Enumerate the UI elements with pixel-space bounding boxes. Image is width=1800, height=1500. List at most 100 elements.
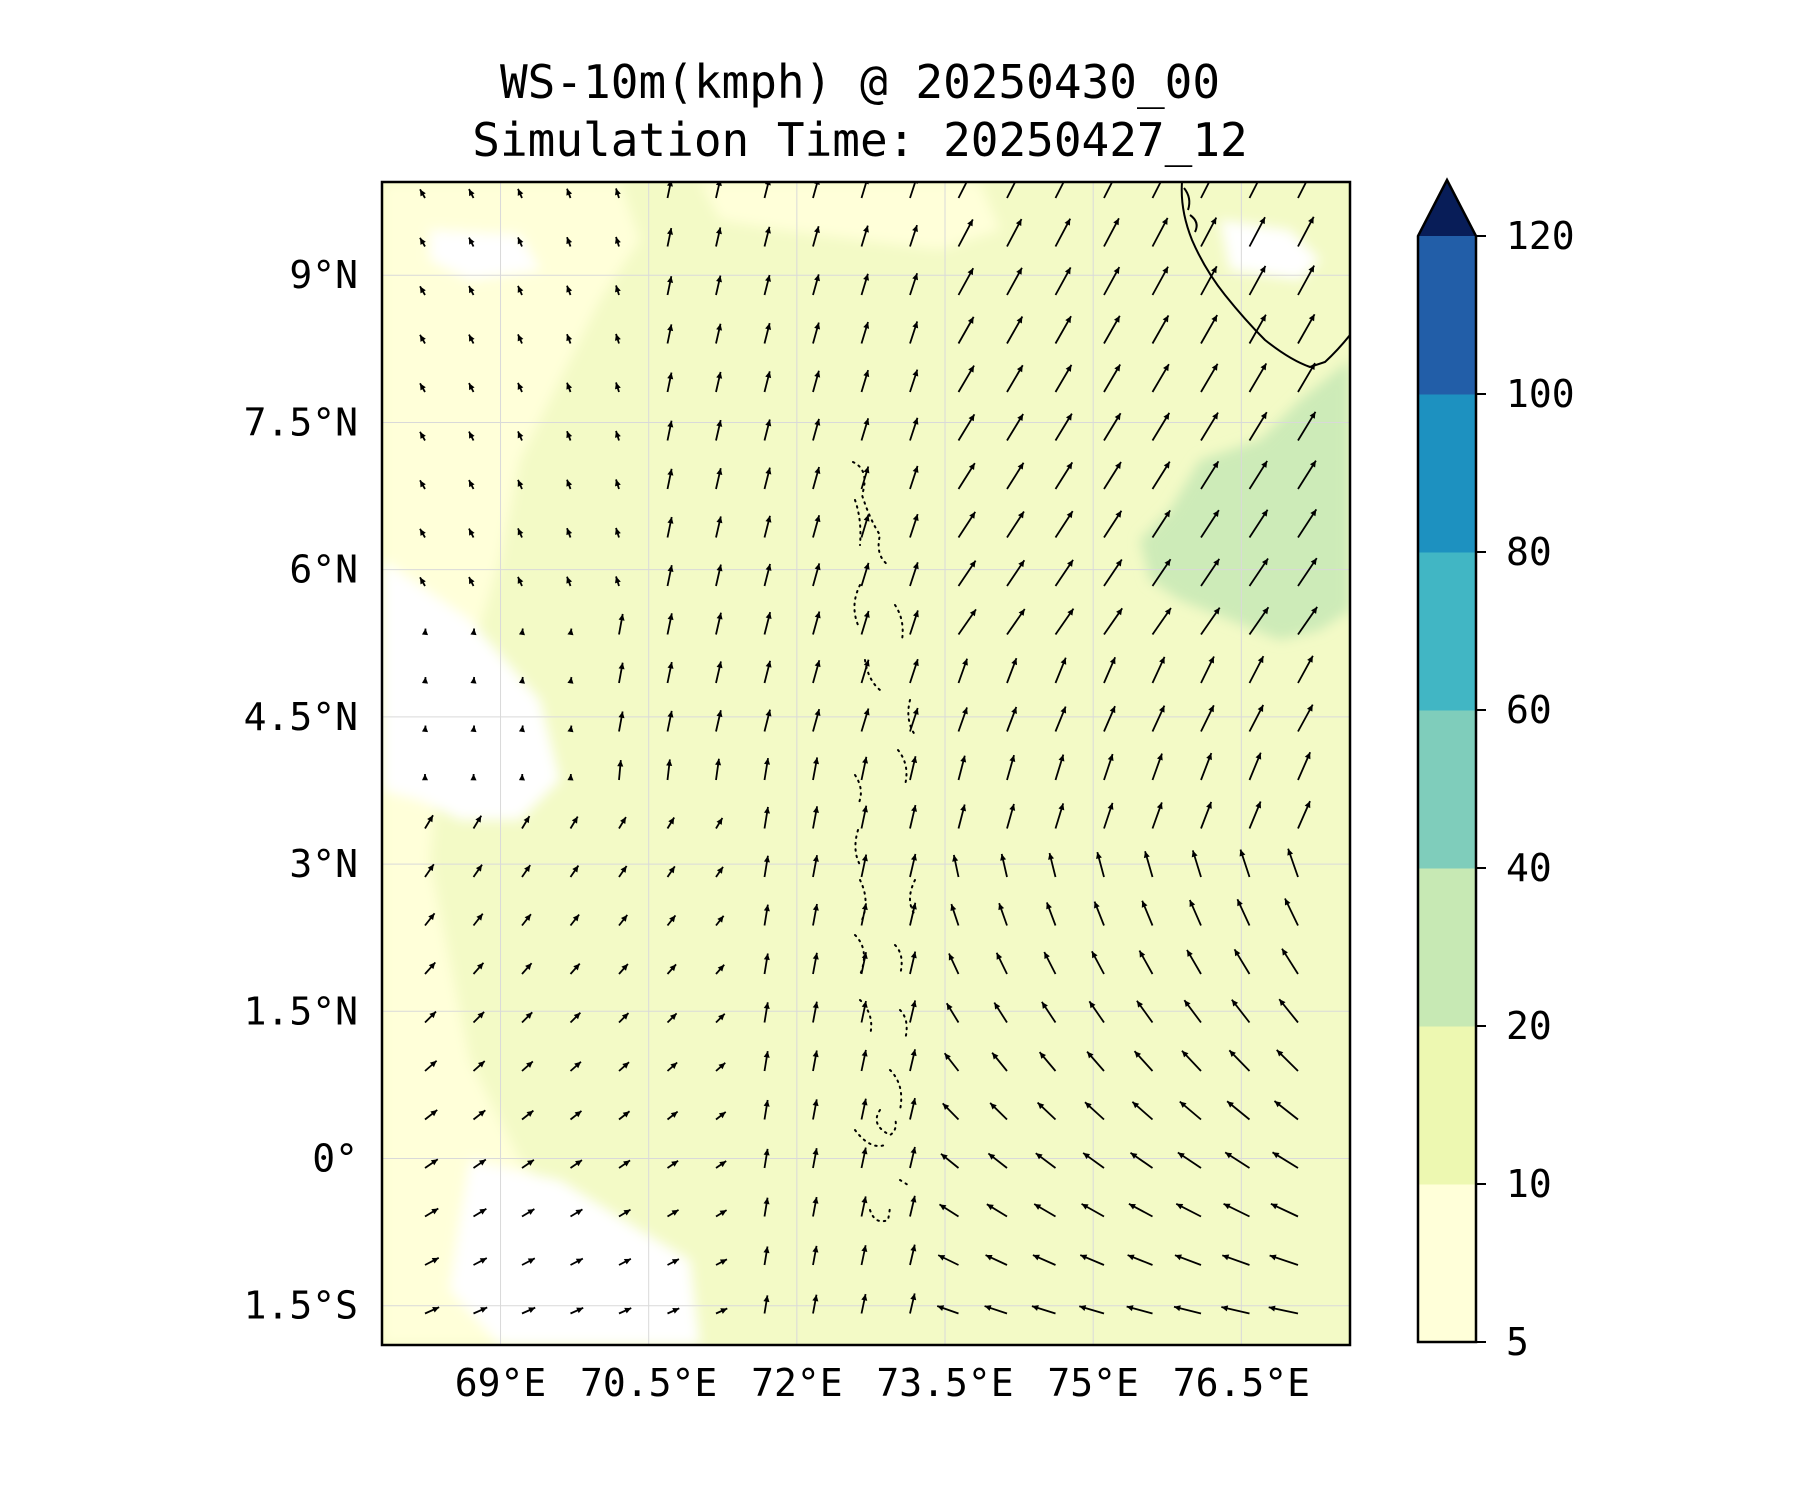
wind-arrow xyxy=(957,182,968,199)
wind-arrow xyxy=(1239,849,1251,878)
wind-arrow xyxy=(421,774,429,781)
wind-arrow xyxy=(614,430,621,441)
wind-arrow xyxy=(517,236,524,247)
wind-arrow xyxy=(570,1208,583,1218)
wind-arrow xyxy=(1054,559,1074,587)
wind-arrow xyxy=(987,1152,1008,1169)
wind-arrow xyxy=(860,659,870,684)
wind-arrow xyxy=(666,1012,678,1024)
wind-arrow xyxy=(940,1153,960,1169)
wind-arrow xyxy=(763,904,770,926)
wind-arrow xyxy=(1281,948,1299,975)
wind-arrow xyxy=(1276,1049,1299,1072)
wind-arrow xyxy=(567,773,574,781)
wind-arrow xyxy=(424,912,436,927)
wind-arrow xyxy=(1297,460,1317,490)
wind-arrow xyxy=(860,952,868,975)
wind-arrow xyxy=(666,516,674,538)
wind-arrow xyxy=(618,914,628,927)
wind-arrow xyxy=(1248,216,1266,247)
wind-arrow xyxy=(1031,1305,1056,1315)
map-plot-area xyxy=(382,182,1350,1345)
lon-tick-label: 70.5°E xyxy=(580,1361,717,1405)
wind-arrow xyxy=(421,676,429,684)
wind-arrow xyxy=(569,1012,582,1024)
wind-arrow xyxy=(666,710,674,732)
wind-arrow xyxy=(614,527,621,538)
map-frame xyxy=(380,180,1352,1347)
wind-arrow xyxy=(666,865,676,878)
wind-arrow xyxy=(1297,704,1314,732)
wind-arrow xyxy=(468,528,475,538)
wind-arrow xyxy=(521,815,531,829)
wind-arrow xyxy=(566,527,573,538)
wind-arrow xyxy=(517,479,524,490)
wind-arrow xyxy=(566,236,573,247)
wind-arrow xyxy=(1200,558,1221,587)
wind-arrow xyxy=(517,576,524,587)
wind-arrow xyxy=(472,1158,487,1169)
wind-arrow xyxy=(812,563,821,587)
wind-arrow xyxy=(1231,999,1251,1024)
wind-arrow xyxy=(812,806,819,829)
wind-arrow xyxy=(715,1013,726,1024)
field-below-5-northwest xyxy=(430,230,540,280)
wind-arrow xyxy=(1287,848,1299,878)
wind-arrow xyxy=(614,285,621,296)
wind-arrow xyxy=(860,708,870,732)
wind-arrow xyxy=(715,516,723,538)
wind-arrow xyxy=(1297,751,1311,781)
wind-arrow xyxy=(618,1012,630,1024)
lat-tick-label: 1.5°S xyxy=(244,1284,358,1328)
wind-arrow xyxy=(618,1159,631,1169)
wind-arrow xyxy=(909,272,919,296)
wind-arrow xyxy=(1033,1203,1056,1218)
wind-arrow xyxy=(473,1208,487,1218)
wind-arrow xyxy=(812,952,819,975)
wind-arrow xyxy=(1200,363,1219,393)
wind-arrow xyxy=(1151,461,1171,490)
wind-arrow xyxy=(1297,655,1314,684)
wind-arrow xyxy=(909,417,919,441)
colorbar-tick-label: 10 xyxy=(1506,1162,1552,1206)
wind-arrow xyxy=(763,611,772,635)
wind-arrow xyxy=(763,1051,770,1072)
wind-arrow xyxy=(763,322,772,344)
wind-arrow xyxy=(763,1002,770,1023)
wind-arrow xyxy=(1103,364,1121,393)
lon-tick-label: 76.5°E xyxy=(1173,1361,1310,1405)
wind-arrow xyxy=(937,1254,959,1266)
wind-arrow xyxy=(517,188,524,199)
wind-arrow xyxy=(763,1148,770,1169)
wind-arrow xyxy=(957,413,976,441)
wind-arrow xyxy=(1221,1254,1250,1266)
wind-arrow xyxy=(614,188,621,199)
wind-arrow xyxy=(1236,898,1251,926)
wind-arrow xyxy=(1054,266,1072,296)
wind-arrow xyxy=(1088,1000,1105,1024)
wind-arrow xyxy=(812,370,821,393)
wind-arrow xyxy=(614,479,621,490)
wind-arrow xyxy=(1054,461,1074,490)
lon-tick-label: 72°E xyxy=(751,1361,843,1405)
wind-arrow xyxy=(957,511,976,538)
wind-arrow xyxy=(566,430,573,441)
wind-arrow xyxy=(1200,182,1211,199)
wind-arrow xyxy=(1103,217,1120,247)
wind-arrow xyxy=(666,759,673,781)
lat-tick-label: 3°N xyxy=(289,842,358,886)
wind-arrow xyxy=(1103,607,1123,636)
wind-arrow xyxy=(518,628,525,636)
wind-arrow xyxy=(667,1258,680,1266)
wind-arrow xyxy=(472,913,484,927)
wind-arrow xyxy=(1081,1203,1105,1218)
wind-arrow xyxy=(1136,1000,1154,1024)
wind-arrow xyxy=(1054,608,1075,636)
wind-arrow xyxy=(666,227,673,247)
wind-arrow xyxy=(1054,182,1065,199)
wind-arrow xyxy=(421,725,429,733)
wind-arrow xyxy=(666,661,674,684)
wind-arrow xyxy=(614,333,621,344)
wind-arrow xyxy=(715,275,723,296)
wind-arrow xyxy=(1079,1305,1105,1315)
